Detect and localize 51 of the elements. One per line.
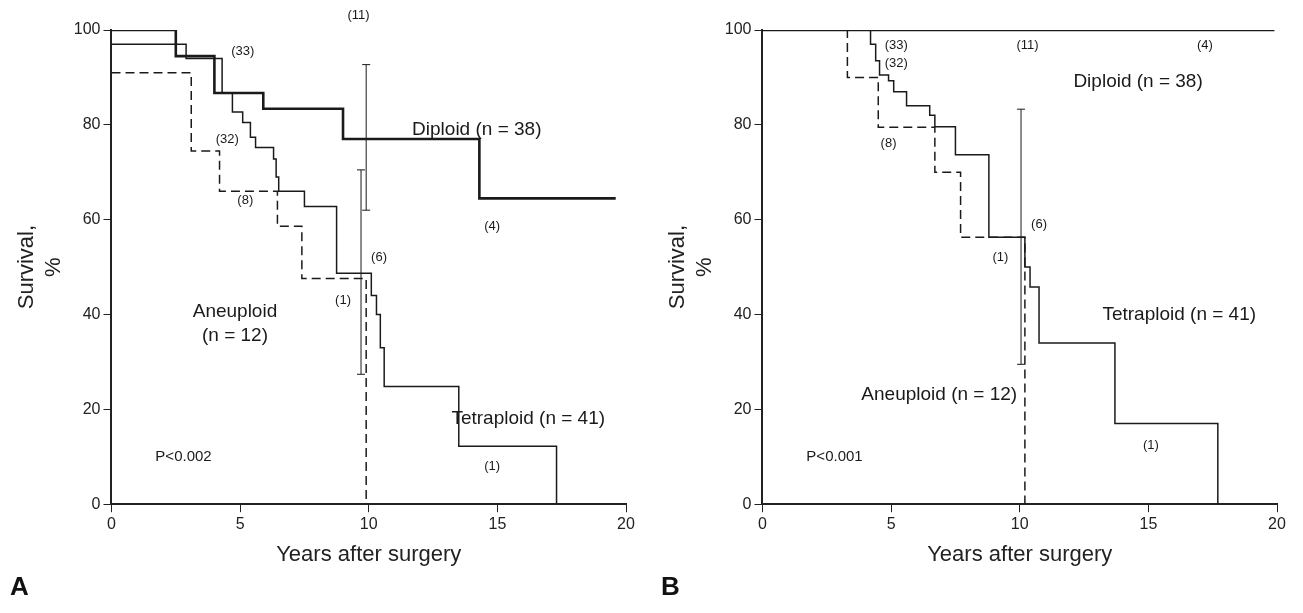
x-tick-label: 15 <box>488 515 507 533</box>
annotation: (1) <box>484 457 501 473</box>
annotation: (8) <box>237 192 254 208</box>
y-tick-label: 80 <box>733 115 752 133</box>
annotation: P<0.002 <box>155 446 212 464</box>
x-tick-label: 5 <box>886 515 896 533</box>
annotation: (6) <box>371 249 387 265</box>
y-tick-label: 20 <box>733 399 752 417</box>
y-tick-label: 60 <box>82 210 101 228</box>
series-label: Tetraploid (n = 41) <box>1102 302 1257 324</box>
x-tick-label: 15 <box>1139 515 1158 533</box>
annotation: (32) <box>884 54 908 70</box>
y-tick-label: 20 <box>82 399 101 417</box>
annotation: (4) <box>484 218 501 234</box>
text: A <box>10 570 29 601</box>
series-label: Aneuploid (n = 12) <box>861 383 1018 405</box>
y-tick-label: 80 <box>82 115 101 133</box>
series-label: Aneuploid (n = 12) <box>192 300 278 346</box>
y-tick-label: 100 <box>724 20 752 38</box>
y-tick-label: 40 <box>733 304 752 322</box>
annotation: (8) <box>880 135 897 151</box>
x-tick-label: 20 <box>1268 515 1286 533</box>
y-tick-label: 40 <box>82 304 101 322</box>
series-label: Diploid (n = 38) <box>412 117 542 139</box>
x-axis-title: Years after surgery <box>927 540 1113 566</box>
annotation: (1) <box>1143 436 1159 452</box>
x-axis-title: Years after surgery <box>276 540 462 566</box>
text: B <box>661 570 680 601</box>
annotation: (11) <box>1016 37 1039 53</box>
annotation: (33) <box>231 42 255 58</box>
x-tick-label: 10 <box>1010 515 1029 533</box>
text: Diploid (n = 38) <box>1073 70 1203 92</box>
y-tick-label: 100 <box>73 20 101 38</box>
x-tick-label: 20 <box>617 515 635 533</box>
y-tick-label: 0 <box>91 494 101 512</box>
annotation: P<0.001 <box>806 446 863 464</box>
y-axis-title: Survival, % <box>664 224 716 310</box>
annotation: (1) <box>992 249 1009 265</box>
y-tick-label: 60 <box>733 210 752 228</box>
text: (11) <box>347 7 370 23</box>
annotation: (33) <box>884 37 908 53</box>
annotation: (1) <box>335 291 351 307</box>
annotation: (4) <box>1197 37 1213 53</box>
y-tick-label: 0 <box>742 494 752 512</box>
x-tick-label: 5 <box>235 515 245 533</box>
x-tick-label: 0 <box>758 515 768 533</box>
y-axis-title: Survival, % <box>13 224 65 310</box>
annotation: (32) <box>215 130 239 146</box>
annotation: (6) <box>1031 216 1047 231</box>
x-tick-label: 10 <box>359 515 378 533</box>
x-tick-label: 0 <box>107 515 117 533</box>
